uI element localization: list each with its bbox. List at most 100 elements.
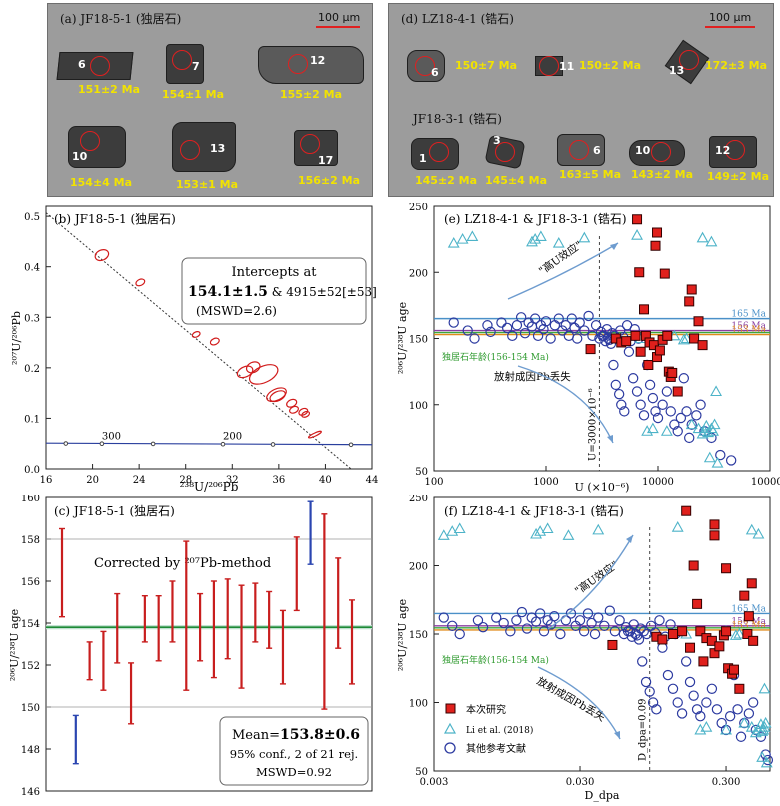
concordia-label-200: 200 (223, 432, 242, 443)
grain-number: 10 (72, 150, 88, 163)
point-reference (644, 379, 656, 391)
point-reference (610, 379, 622, 391)
point-reference (574, 317, 585, 328)
point-li-2018 (446, 525, 459, 536)
intercept-line2: 154.1±1.5 & 4915±52[±53] (188, 284, 377, 300)
point-li-2018 (758, 682, 771, 694)
point-reference (644, 686, 655, 697)
analysis-spot (651, 142, 671, 162)
point-reference (684, 676, 696, 688)
point-li-2018 (534, 525, 547, 536)
high-u-arrowhead (610, 243, 618, 250)
mean-box (219, 716, 369, 786)
point-reference (557, 325, 568, 336)
y-tick-label: 154 (21, 619, 40, 630)
point-li-2018 (592, 523, 605, 535)
point-this-study (672, 386, 683, 397)
concordia-age-marker (348, 442, 354, 448)
monazite-age-label: 独居石年龄(156-154 Ma) (442, 654, 549, 666)
point-reference (762, 754, 774, 766)
point-this-study (714, 641, 725, 652)
x-tick-label: 0.003 (420, 777, 449, 788)
mean-label: Mean= (232, 728, 280, 743)
point-reference (448, 317, 459, 328)
data-ellipse (248, 364, 279, 385)
analysis-spot (172, 50, 192, 70)
point-reference (501, 322, 513, 334)
point-li-2018 (529, 232, 542, 244)
point-this-study (657, 634, 668, 645)
high-u-arrow (547, 534, 634, 630)
point-li-2018 (733, 627, 746, 639)
point-reference (616, 399, 627, 410)
x-tick-label: 100 (424, 477, 443, 488)
point-reference (640, 676, 652, 688)
point-reference (652, 412, 664, 424)
intercept-line (45, 212, 352, 470)
point-this-study (635, 346, 646, 357)
y-tick-label: 150 (21, 703, 40, 714)
point-reference (695, 399, 706, 410)
chart-c-subtitle: Corrected by ²⁰⁷Pb-method (94, 556, 271, 571)
point-reference (579, 325, 590, 336)
grain-number: 12 (715, 144, 731, 157)
grain-number: 6 (431, 66, 439, 79)
grain-age: 155±2 Ma (280, 88, 343, 101)
legend-marker-refs (444, 742, 456, 754)
point-reference (672, 697, 683, 708)
analysis-spot (429, 142, 449, 162)
point-li-2018 (700, 721, 713, 732)
point-li-2018 (738, 716, 751, 728)
point-reference (631, 386, 643, 397)
legend-label: 其他参考文献 (466, 742, 526, 755)
chart-b-xlabel: ²³⁸U/²⁰⁶Pb (180, 480, 239, 493)
y-tick-label: 0.2 (24, 364, 40, 375)
point-this-study (689, 333, 700, 344)
point-li-2018 (541, 522, 554, 534)
threshold-label: D_dpa=0.09 (638, 699, 649, 761)
pb-loss-arrow (517, 365, 614, 444)
chart-f: (f) LZ18-4-1 & JF18-3-1 (锆石) 50 100 150 200… (396, 495, 774, 802)
analysis-spot (539, 56, 559, 76)
y-tick-label: 0.0 (24, 465, 40, 476)
point-reference (593, 612, 604, 623)
point-li-2018 (453, 522, 466, 534)
chart-e-title: (e) LZ18-4-1 & JF18-3-1 (锆石) (444, 212, 627, 226)
point-reference (650, 406, 661, 417)
reference-line-label: 156 Ma (731, 322, 766, 332)
grain-age: 156±2 Ma (298, 174, 361, 187)
grain-age: 150±7 Ma (455, 59, 518, 72)
point-reference (599, 620, 610, 631)
point-li-2018 (631, 229, 643, 240)
x-tick-label: 1000 (533, 477, 558, 488)
point-reference (635, 399, 646, 410)
point-reference (706, 683, 718, 694)
point-this-study (721, 626, 732, 637)
point-reference (675, 412, 687, 424)
mean-mswd: MSWD=0.92 (256, 765, 332, 779)
point-this-study (630, 330, 641, 341)
point-reference (485, 326, 496, 338)
point-reference (477, 621, 489, 633)
point-reference (519, 327, 531, 339)
point-reference (672, 426, 683, 437)
analysis-spot (495, 142, 515, 162)
y-tick-label: 50 (415, 467, 428, 478)
point-reference (662, 669, 674, 681)
point-this-study (634, 267, 645, 278)
point-this-study (639, 304, 650, 315)
point-li-2018 (745, 721, 758, 732)
point-this-study (706, 635, 717, 646)
legend-label: 本次研究 (466, 703, 506, 716)
point-reference (589, 628, 601, 640)
y-tick-label: 150 (409, 335, 428, 346)
point-this-study (668, 629, 679, 639)
y-tick-label: 0.3 (24, 313, 40, 324)
point-reference (678, 373, 690, 384)
y-tick-label: 0.5 (24, 212, 40, 223)
point-li-2018 (526, 235, 538, 247)
point-reference (505, 626, 516, 637)
point-li-2018 (720, 723, 732, 735)
point-reference (438, 612, 449, 623)
point-reference (619, 406, 630, 417)
